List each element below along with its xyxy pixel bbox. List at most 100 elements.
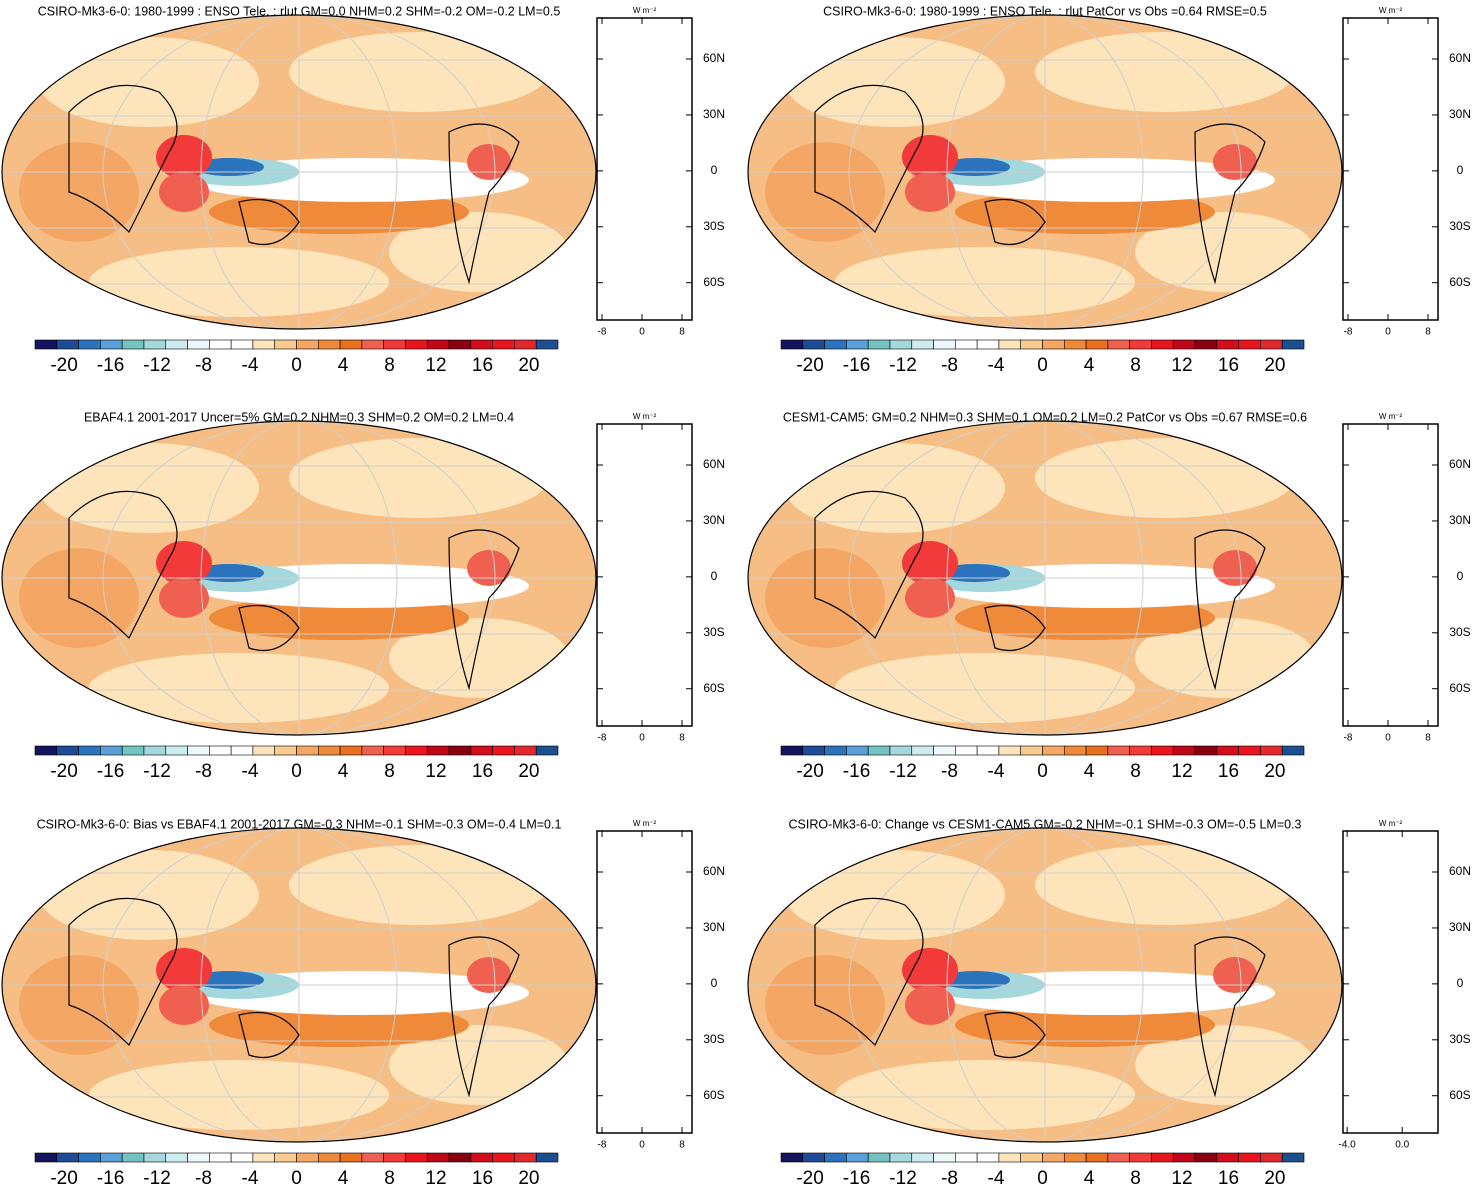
y-tick-label: 30N — [703, 513, 725, 527]
map-field — [389, 212, 569, 292]
colorbar-box — [911, 339, 934, 350]
colorbar-label: -8 — [941, 1168, 958, 1187]
y-tick-label: 0 — [1457, 569, 1464, 583]
colorbar-label: -16 — [843, 1168, 870, 1187]
y-tick-label: 60S — [703, 681, 724, 695]
meridian — [102, 421, 496, 735]
map-field — [1135, 212, 1315, 292]
colorbar-box — [405, 339, 428, 350]
meridian — [946, 15, 1144, 329]
colorbar-box — [1129, 339, 1152, 350]
colorbar-box — [535, 745, 559, 756]
x-tick-label: -8 — [598, 733, 607, 744]
colorbar-box — [824, 339, 847, 350]
colorbar-label: 12 — [425, 761, 446, 782]
meridian — [200, 421, 398, 735]
colorbar-label: 12 — [1171, 355, 1192, 376]
y-tick-label: 60N — [1449, 864, 1471, 878]
profile-frame — [596, 17, 693, 321]
colorbar-box — [274, 745, 297, 756]
map-field — [39, 37, 259, 127]
colorbar-label: 8 — [384, 1168, 395, 1187]
map-field — [1213, 957, 1257, 993]
profile-frame — [596, 830, 693, 1134]
colorbar-box — [514, 745, 537, 756]
y-tick-label: 60S — [1449, 275, 1470, 289]
panel-title: CSIRO-Mk3-6-0: 1980-1999 : ENSO Tele. : … — [823, 4, 1267, 18]
colorbar-box — [383, 745, 406, 756]
colorbar-label: 16 — [472, 761, 493, 782]
colorbar-label: 0 — [291, 761, 302, 782]
colorbar-box — [187, 745, 210, 756]
colorbar-box — [824, 1152, 847, 1163]
colorbar-box — [1260, 745, 1283, 756]
map-field — [1135, 618, 1315, 698]
colorbar-box — [252, 745, 276, 756]
map-field — [89, 653, 389, 723]
colorbar-box — [470, 745, 493, 756]
colorbar-label: -20 — [796, 761, 823, 782]
colorbar-box — [1194, 745, 1218, 756]
map-field — [902, 135, 958, 179]
colorbar-box — [426, 339, 450, 350]
colorbar-box — [867, 745, 891, 756]
colorbar-box — [780, 1152, 804, 1163]
colorbar-box — [998, 1152, 1022, 1163]
colorbar-label: 8 — [384, 761, 395, 782]
y-tick-label: 30N — [703, 107, 725, 121]
profile-units: W m⁻² — [633, 6, 657, 15]
colorbar-box — [1151, 745, 1174, 756]
colorbar-box — [230, 745, 254, 756]
map-field — [1035, 845, 1295, 925]
colorbar-box — [998, 339, 1022, 350]
map-field — [1213, 550, 1257, 586]
map-field — [785, 850, 1005, 940]
y-tick-label: 30N — [1449, 107, 1471, 121]
y-tick-label: 30S — [703, 1032, 724, 1046]
colorbar-label: -4 — [988, 1168, 1005, 1187]
map-field — [389, 1025, 569, 1105]
colorbar-label: 16 — [1218, 1168, 1239, 1187]
colorbar-box — [1085, 1152, 1109, 1163]
colorbar-box — [187, 1152, 210, 1163]
panel: CSIRO-Mk3-6-0: Change vs CESM1-CAM5 GM=-… — [747, 817, 1471, 1187]
colorbar-label: -12 — [143, 761, 170, 782]
profile-units: W m⁻² — [633, 412, 657, 421]
colorbar-box — [1107, 1152, 1130, 1163]
colorbar-label: -12 — [889, 1168, 916, 1187]
colorbar-box — [933, 339, 956, 350]
colorbar-box — [426, 1152, 450, 1163]
y-tick-label: 30S — [703, 625, 724, 639]
colorbar-label: 20 — [1264, 761, 1285, 782]
colorbar-box — [165, 745, 188, 756]
map-field — [289, 845, 549, 925]
colorbar-label: -20 — [50, 761, 77, 782]
colorbar-box — [34, 339, 58, 350]
colorbar-box — [470, 1152, 493, 1163]
colorbar-box — [867, 1152, 891, 1163]
colorbar-box — [1238, 339, 1261, 350]
y-tick-label: 60N — [1449, 51, 1471, 65]
coastline — [814, 490, 1266, 691]
colorbar-label: -4 — [242, 761, 259, 782]
colorbar-box — [889, 1152, 913, 1163]
colorbar-box — [143, 745, 167, 756]
profile-units: W m⁻² — [1379, 6, 1403, 15]
colorbar-box — [955, 1152, 978, 1163]
map-field — [289, 32, 549, 112]
colorbar-box — [976, 1152, 1000, 1163]
colorbar-label: -8 — [195, 761, 212, 782]
colorbar-box — [34, 1152, 58, 1163]
x-tick-label: -8 — [1344, 733, 1353, 744]
colorbar-box — [889, 339, 913, 350]
profile-units: W m⁻² — [1379, 819, 1403, 828]
y-tick-label: 0 — [711, 976, 718, 990]
colorbar-box — [492, 745, 515, 756]
colorbar-box — [121, 339, 145, 350]
colorbar-box — [1085, 339, 1109, 350]
colorbar-box — [867, 339, 891, 350]
map-field — [39, 850, 259, 940]
colorbar-box — [274, 1152, 297, 1163]
colorbar-box — [121, 1152, 145, 1163]
